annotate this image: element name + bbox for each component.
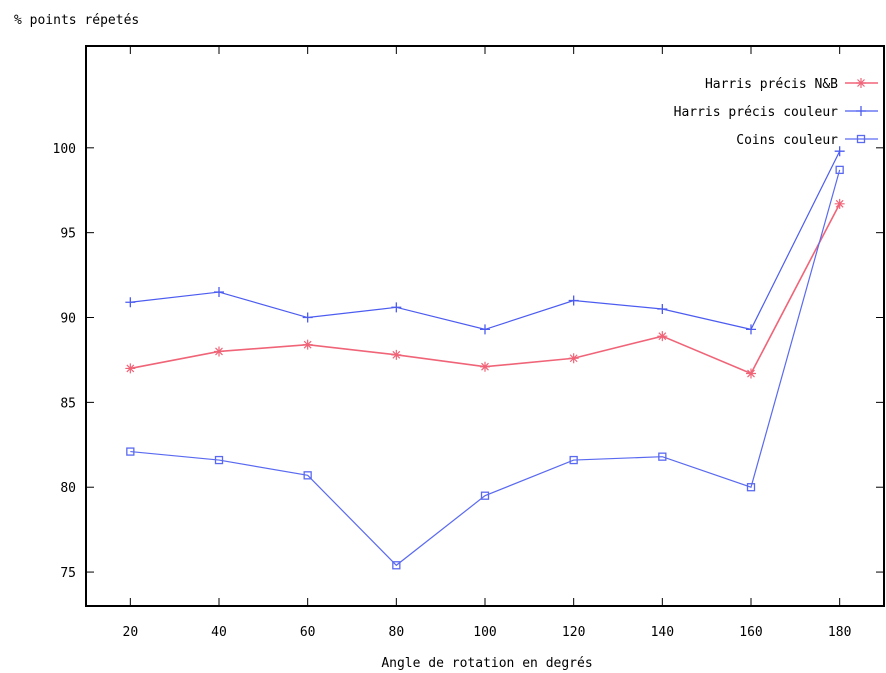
x-axis-ticks: 20 40 60 80 100 120 140 160 180 bbox=[123, 46, 851, 640]
data-point bbox=[834, 146, 845, 157]
data-point bbox=[480, 491, 490, 500]
x-tick-label: 100 bbox=[473, 625, 496, 640]
data-point bbox=[391, 302, 402, 313]
series-line bbox=[130, 169, 841, 567]
legend: Harris précis N&B Harris précis couleur Co… bbox=[674, 77, 878, 148]
y-tick-label: 75 bbox=[60, 566, 76, 581]
data-point bbox=[126, 447, 135, 456]
data-point bbox=[746, 324, 756, 335]
data-point bbox=[480, 324, 490, 335]
data-point bbox=[480, 361, 490, 372]
data-point bbox=[568, 295, 579, 306]
y-tick-label: 95 bbox=[60, 227, 76, 242]
x-tick-label: 80 bbox=[389, 625, 405, 640]
data-point bbox=[302, 339, 313, 350]
data-point bbox=[392, 561, 401, 570]
series-layer bbox=[125, 146, 845, 570]
y-tick-label: 80 bbox=[60, 481, 76, 496]
data-point bbox=[658, 452, 667, 461]
data-point bbox=[391, 349, 402, 360]
data-point bbox=[214, 346, 224, 357]
series-1 bbox=[125, 146, 845, 335]
data-point bbox=[835, 165, 844, 175]
legend-swatch-marker bbox=[856, 134, 866, 144]
data-point bbox=[569, 455, 578, 465]
x-tick-label: 120 bbox=[562, 625, 585, 640]
series-0 bbox=[125, 198, 845, 379]
x-tick-label: 140 bbox=[651, 625, 674, 640]
legend-swatch-marker bbox=[856, 106, 866, 116]
series-2 bbox=[126, 165, 844, 570]
x-tick-label: 180 bbox=[828, 625, 851, 640]
x-tick-label: 60 bbox=[300, 625, 316, 640]
data-point bbox=[746, 483, 756, 492]
data-point bbox=[214, 455, 224, 465]
data-point bbox=[302, 312, 313, 323]
data-point bbox=[125, 363, 136, 374]
data-point bbox=[657, 304, 668, 315]
data-point bbox=[568, 353, 579, 364]
data-point bbox=[834, 198, 845, 209]
data-point bbox=[125, 297, 136, 308]
data-point bbox=[746, 368, 756, 379]
data-point bbox=[657, 331, 668, 342]
y-axis-title: % points répetés bbox=[14, 13, 139, 28]
series-line bbox=[130, 203, 841, 375]
data-point bbox=[214, 287, 224, 298]
legend-label: Coins couleur bbox=[736, 133, 838, 148]
y-tick-label: 85 bbox=[60, 396, 76, 411]
series-line bbox=[130, 150, 841, 331]
y-tick-label: 100 bbox=[53, 142, 76, 157]
x-tick-label: 160 bbox=[739, 625, 762, 640]
x-axis-title: Angle de rotation en degrés bbox=[381, 656, 592, 671]
data-point bbox=[303, 471, 312, 480]
x-tick-label: 40 bbox=[211, 625, 227, 640]
y-tick-label: 90 bbox=[60, 312, 76, 327]
legend-swatch-marker bbox=[856, 78, 866, 88]
legend-label: Harris précis N&B bbox=[705, 77, 838, 92]
x-tick-label: 20 bbox=[123, 625, 139, 640]
legend-label: Harris précis couleur bbox=[674, 105, 839, 120]
y-axis-ticks: 75 80 85 90 95 100 bbox=[53, 142, 884, 581]
